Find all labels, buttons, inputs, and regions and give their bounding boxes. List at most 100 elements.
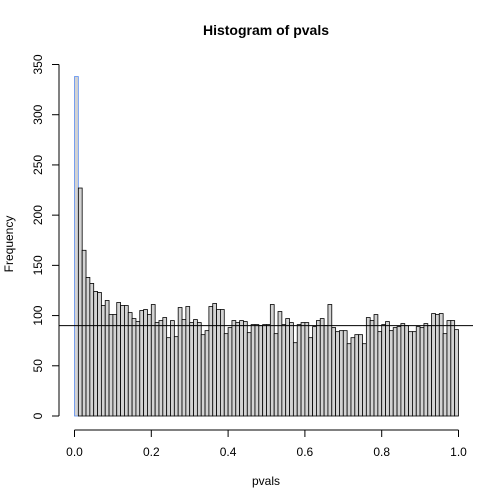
histogram-bar (342, 330, 348, 417)
y-tick-label: 300 (31, 104, 45, 124)
histogram-bar (350, 337, 356, 417)
histogram-bar (124, 305, 129, 417)
histogram-bar (193, 319, 198, 417)
histogram-bar (281, 324, 287, 417)
histogram-bar (396, 326, 402, 417)
histogram-bar (277, 311, 283, 417)
histogram-bar (227, 327, 233, 417)
y-tick-label: 50 (31, 359, 45, 373)
histogram-bar (89, 283, 95, 417)
histogram-bar (246, 332, 252, 417)
histogram-bar (327, 304, 333, 417)
histogram-bar (258, 325, 264, 417)
histogram-bar (308, 337, 313, 417)
histogram-bar (185, 306, 191, 417)
histogram-bar (147, 314, 152, 417)
histogram-bar (312, 326, 317, 417)
x-tick-label: 0.2 (143, 445, 160, 459)
histogram-bar (296, 324, 302, 417)
x-tick-label: 0.4 (220, 445, 237, 459)
histogram-bar (266, 324, 271, 417)
x-tick-label: 0.6 (297, 445, 314, 459)
histogram-bar (81, 249, 87, 417)
histogram-bar (120, 305, 125, 417)
histogram-bar (150, 304, 156, 417)
y-axis: 0 50 100 150 200 250 300 350 (31, 54, 60, 419)
y-tick-label: 150 (31, 255, 45, 275)
histogram-bar (435, 314, 440, 417)
histogram-bar (335, 331, 340, 417)
histogram-bar (231, 320, 237, 417)
histogram-bar (181, 319, 187, 417)
histogram-bar (254, 324, 260, 417)
histogram-bar (373, 314, 379, 417)
histogram-bar (362, 343, 367, 417)
histogram-bar (154, 322, 160, 417)
histogram-bar (93, 291, 98, 417)
histogram-bar (162, 317, 168, 417)
histogram-bar (196, 322, 202, 417)
bars-group (74, 76, 459, 417)
x-tick-label: 0.8 (373, 445, 390, 459)
histogram-bar (131, 318, 137, 417)
histogram-bar (116, 302, 121, 417)
histogram-bar (97, 292, 102, 417)
y-axis-label: Frequency (2, 216, 16, 273)
histogram-bar (239, 320, 244, 417)
histogram-bar (100, 305, 106, 417)
y-tick-label: 350 (31, 54, 45, 74)
histogram-bar (415, 326, 421, 417)
histogram-bar (400, 323, 406, 417)
histogram-bar (85, 277, 91, 417)
histogram-bar (177, 307, 183, 417)
histogram-bar (250, 324, 256, 417)
x-axis-label: pvals (252, 474, 280, 488)
histogram-bar (446, 320, 452, 417)
histogram-bar (339, 330, 344, 417)
histogram-bar (74, 76, 79, 417)
chart-title: Histogram of pvals (203, 22, 329, 38)
histogram-bar (189, 322, 194, 417)
histogram-bar (127, 312, 133, 417)
histogram-bar (158, 320, 164, 417)
histogram-bar (385, 321, 390, 417)
histogram-bar (438, 313, 444, 417)
histogram-bar (200, 334, 206, 417)
histogram-bar (427, 325, 433, 417)
histogram-bar (423, 323, 429, 417)
histogram-bar (235, 322, 241, 417)
histogram-bar (442, 333, 448, 417)
histogram-bar (289, 322, 294, 417)
histogram-bar (354, 334, 360, 417)
histogram-bar (300, 322, 306, 417)
y-tick-label: 250 (31, 155, 45, 175)
histogram-bar (243, 321, 248, 417)
histogram-bar (170, 320, 175, 417)
histogram-bar (365, 317, 371, 417)
y-tick-label: 0 (31, 412, 45, 419)
histogram-bar (431, 313, 436, 417)
histogram-bar (292, 342, 298, 417)
histogram-bar (112, 314, 118, 417)
histogram-bar (381, 324, 386, 417)
histogram-bar (262, 324, 267, 417)
histogram-bar (223, 333, 229, 417)
x-axis: 0.0 0.2 0.4 0.6 0.8 1.0 (66, 429, 467, 459)
histogram-bar (285, 318, 290, 417)
histogram-bar (392, 327, 398, 417)
histogram-bar (204, 330, 210, 417)
histogram-bar (166, 337, 171, 417)
histogram-bar (388, 330, 394, 417)
histogram-bar (419, 327, 425, 417)
histogram-bar (319, 318, 325, 417)
histogram-bar (77, 187, 83, 417)
histogram-bar (369, 320, 375, 417)
histogram-bar (358, 334, 363, 417)
histogram-bar (331, 327, 337, 417)
histogram-bar (412, 331, 417, 417)
x-tick-label: 1.0 (450, 445, 467, 459)
histogram-bar (208, 306, 214, 417)
histogram-bar (404, 325, 409, 417)
y-tick-label: 100 (31, 305, 45, 325)
